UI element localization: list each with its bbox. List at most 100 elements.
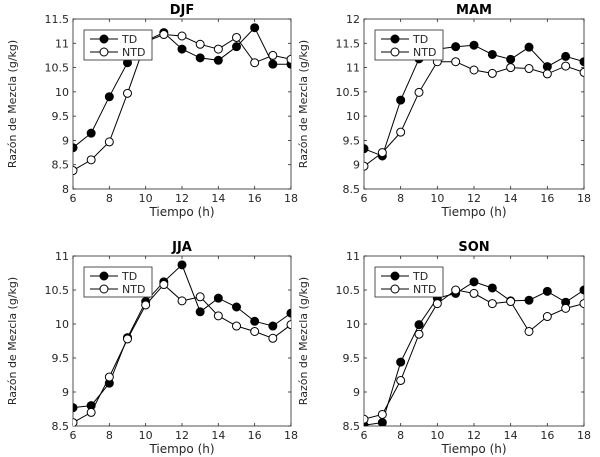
data-point-ntd bbox=[177, 31, 187, 41]
data-point-ntd bbox=[561, 61, 571, 71]
y-tick-label: 11 bbox=[346, 62, 360, 75]
legend-label-ntd: NTD bbox=[122, 283, 145, 296]
chart-title: JJA bbox=[171, 240, 192, 255]
data-point-ntd bbox=[542, 312, 552, 322]
data-point-ntd bbox=[86, 155, 96, 165]
y-tick-label: 10 bbox=[346, 318, 360, 331]
data-point-ntd bbox=[487, 299, 497, 309]
x-tick-label: 6 bbox=[70, 192, 77, 205]
x-tick-label: 16 bbox=[540, 429, 554, 442]
y-tick-label: 11.5 bbox=[336, 37, 361, 50]
legend-marker-ntd bbox=[99, 284, 109, 294]
legend-label-td: TD bbox=[121, 270, 137, 283]
series-line-ntd bbox=[364, 61, 584, 167]
y-tick-label: 9.5 bbox=[52, 352, 70, 365]
y-tick-label: 8.5 bbox=[343, 420, 361, 433]
x-tick-label: 18 bbox=[577, 192, 591, 205]
data-point-td bbox=[213, 293, 223, 303]
data-point-ntd bbox=[542, 69, 552, 79]
data-point-ntd bbox=[364, 161, 369, 171]
y-tick-label: 9.5 bbox=[343, 352, 361, 365]
data-point-td bbox=[414, 320, 424, 330]
data-point-td bbox=[232, 42, 241, 52]
y-tick-label: 10.5 bbox=[45, 284, 70, 297]
y-tick-label: 9 bbox=[62, 386, 69, 399]
x-tick-label: 6 bbox=[70, 429, 77, 442]
y-tick-label: 8 bbox=[62, 183, 69, 196]
x-axis-label: Tiempo (h) bbox=[440, 442, 506, 456]
data-point-ntd bbox=[250, 58, 260, 68]
data-point-ntd bbox=[104, 372, 114, 382]
data-point-td bbox=[86, 128, 96, 138]
legend-marker-ntd bbox=[390, 47, 400, 57]
data-point-td bbox=[104, 92, 114, 102]
legend-marker-td bbox=[99, 271, 109, 281]
chart-panel-mam: 6 8 10 12 14 16 18 8.5 9 9.5 10 10.5 11 11.5 12 MAM Tiem… bbox=[297, 3, 591, 219]
x-tick-label: 12 bbox=[467, 192, 481, 205]
y-tick-label: 10 bbox=[55, 86, 69, 99]
data-point-ntd bbox=[123, 88, 132, 98]
x-tick-label: 12 bbox=[175, 192, 189, 205]
data-point-ntd bbox=[414, 87, 424, 97]
x-tick-label: 12 bbox=[467, 429, 481, 442]
y-tick-label: 10 bbox=[346, 110, 360, 123]
series-td bbox=[73, 260, 291, 413]
x-tick-label: 18 bbox=[284, 192, 298, 205]
data-point-td bbox=[506, 54, 516, 64]
data-point-td bbox=[396, 95, 406, 105]
y-tick-label: 10.5 bbox=[336, 86, 361, 99]
data-point-ntd bbox=[487, 68, 497, 78]
x-axis-label: Tiempo (h) bbox=[148, 442, 214, 456]
y-tick-label: 8.5 bbox=[52, 159, 70, 172]
data-point-ntd bbox=[159, 30, 169, 40]
series-line-ntd bbox=[364, 289, 584, 420]
x-axis-label: Tiempo (h) bbox=[148, 205, 214, 219]
x-tick-label: 16 bbox=[248, 192, 262, 205]
x-tick-label: 10 bbox=[139, 429, 153, 442]
x-tick-label: 14 bbox=[504, 429, 518, 442]
chart-title: MAM bbox=[456, 3, 492, 18]
data-point-td bbox=[451, 42, 461, 52]
data-point-td bbox=[195, 307, 205, 317]
data-point-ntd bbox=[579, 299, 584, 309]
data-point-ntd bbox=[86, 407, 96, 417]
data-point-td bbox=[377, 418, 387, 426]
series-ntd bbox=[364, 285, 584, 424]
data-point-td bbox=[177, 44, 187, 54]
x-tick-label: 18 bbox=[577, 429, 591, 442]
x-tick-label: 6 bbox=[361, 429, 368, 442]
legend-marker-ntd bbox=[99, 47, 109, 57]
y-tick-label: 9 bbox=[62, 134, 69, 147]
data-point-ntd bbox=[377, 148, 387, 158]
chart-panel-djf: 6 8 10 12 14 16 1888.599.51010.51111.5DJFTiemp… bbox=[6, 3, 298, 219]
y-tick-label: 11.5 bbox=[45, 13, 70, 26]
chart-title: DJF bbox=[170, 3, 195, 18]
data-point-td bbox=[195, 53, 205, 63]
data-point-ntd bbox=[469, 65, 479, 75]
x-tick-label: 16 bbox=[540, 192, 554, 205]
x-tick-label: 14 bbox=[211, 429, 225, 442]
legend-box bbox=[83, 266, 153, 298]
legend-label-td: TD bbox=[412, 33, 428, 46]
data-point-ntd bbox=[104, 137, 114, 147]
x-tick-label: 14 bbox=[504, 192, 518, 205]
y-tick-label: 8.5 bbox=[52, 420, 70, 433]
data-point-td bbox=[487, 283, 497, 293]
data-point-ntd bbox=[141, 300, 151, 310]
legend-marker-td bbox=[99, 34, 109, 44]
y-tick-label: 9 bbox=[353, 159, 360, 172]
data-point-ntd bbox=[414, 329, 424, 339]
x-tick-label: 8 bbox=[106, 429, 113, 442]
data-point-td bbox=[364, 144, 369, 154]
data-point-ntd bbox=[396, 127, 406, 137]
data-point-ntd bbox=[561, 303, 571, 313]
legend-marker-td bbox=[390, 271, 400, 281]
data-point-td bbox=[213, 55, 223, 65]
data-point-ntd bbox=[469, 288, 479, 298]
data-point-td bbox=[73, 403, 78, 413]
y-tick-label: 9.5 bbox=[343, 134, 361, 147]
